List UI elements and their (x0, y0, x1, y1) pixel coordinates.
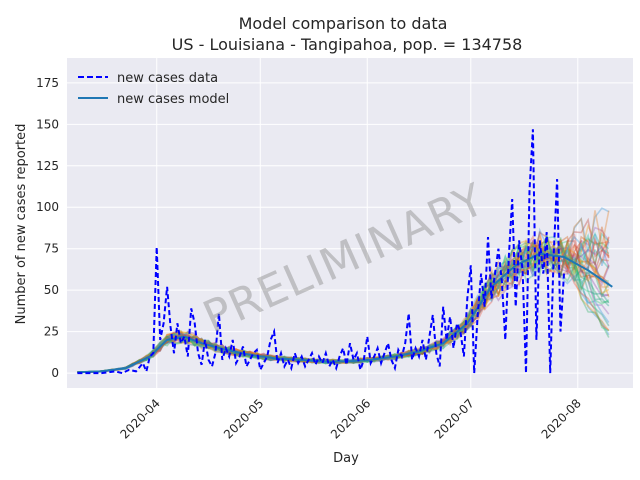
y-tick-label: 175 (36, 76, 59, 90)
y-tick-labels: 0 25 50 75 100 125 150 175 (36, 76, 59, 380)
y-tick-label: 75 (44, 242, 59, 256)
model-run-line (77, 210, 610, 374)
y-tick-label: 100 (36, 200, 59, 214)
x-tick-label: 2020-04 (117, 396, 162, 441)
x-axis-label: Day (333, 451, 359, 466)
legend-model-label: new cases model (117, 92, 229, 107)
legend: new cases data new cases model (78, 71, 229, 107)
plot-area (67, 58, 633, 388)
legend-data-label: new cases data (117, 71, 218, 86)
x-tick-label: 2020-05 (221, 396, 266, 441)
x-tick-label: 2020-06 (328, 396, 373, 441)
y-axis-label: Number of new cases reported (14, 124, 29, 325)
y-tick-label: 0 (51, 366, 59, 380)
x-tick-label: 2020-08 (539, 396, 584, 441)
chart-subtitle: US - Louisiana - Tangipahoa, pop. = 1347… (172, 35, 523, 54)
y-tick-label: 150 (36, 117, 59, 131)
chart-title: Model comparison to data (239, 14, 448, 33)
series-group (77, 129, 613, 375)
x-tick-labels: 2020-04 2020-05 2020-06 2020-07 2020-08 (117, 396, 583, 441)
y-tick-label: 25 (44, 325, 59, 339)
x-tick-label: 2020-07 (432, 396, 477, 441)
series-line-data (77, 129, 565, 375)
y-tick-label: 50 (44, 283, 59, 297)
y-tick-label: 125 (36, 159, 59, 173)
